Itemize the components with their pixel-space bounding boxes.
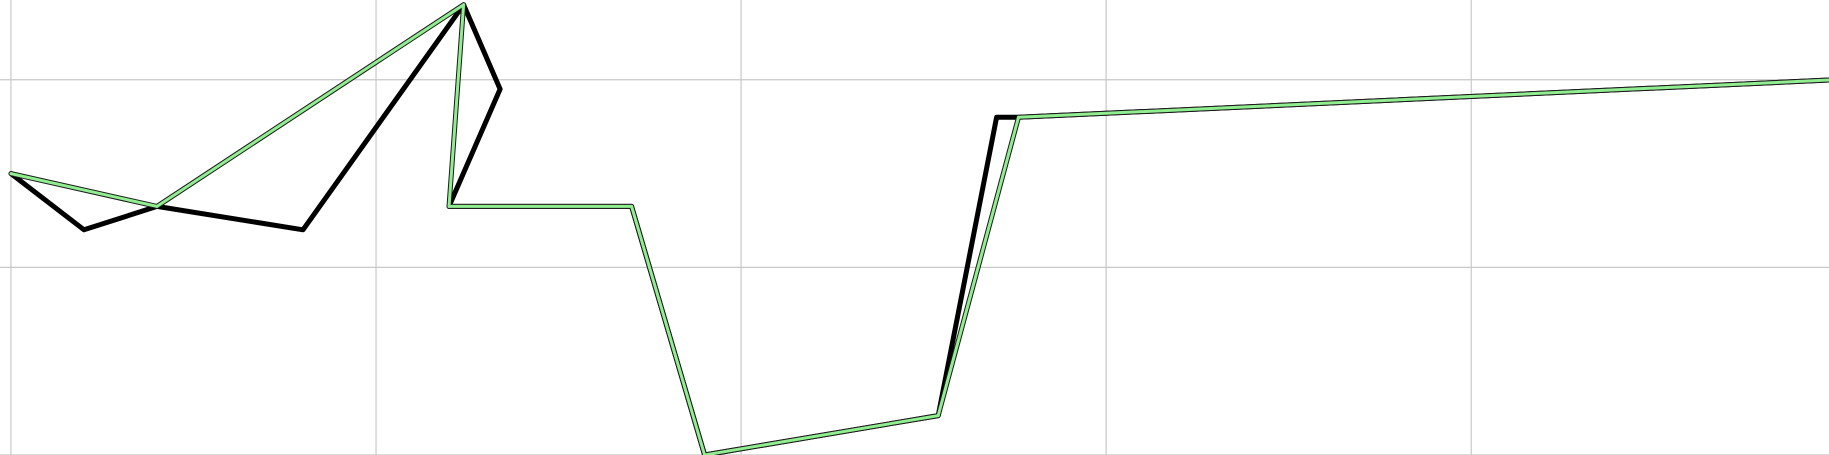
series-0: [8, 2, 1829, 455]
series-1-point-1: [155, 204, 159, 208]
series-0-point-3: [301, 228, 305, 232]
series-group: [8, 2, 1829, 455]
series-0-point-10: [995, 115, 999, 119]
series-1-point-4: [630, 204, 634, 208]
series-1-point-2: [462, 3, 466, 7]
series-0-point-1: [82, 228, 86, 232]
series-1-outline: [8, 2, 1829, 455]
series-0-line: [8, 2, 1829, 455]
series-1-point-3: [447, 204, 451, 208]
series-1-line: [9, 3, 1829, 455]
series-0-point-5: [498, 87, 502, 91]
series-1: [8, 2, 1829, 455]
series-1-point-0: [9, 172, 13, 176]
series-1-point-7: [1017, 115, 1020, 119]
series-1-point-6: [936, 414, 940, 418]
